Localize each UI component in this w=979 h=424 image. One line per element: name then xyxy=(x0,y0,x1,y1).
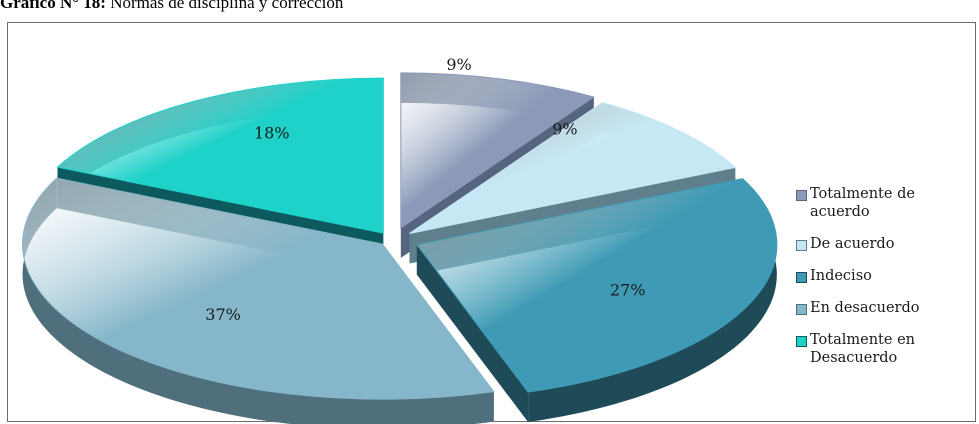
caption-prefix: Gráfico N° 18: xyxy=(0,0,106,12)
legend-item-de-acuerdo: De acuerdo xyxy=(796,235,976,253)
chart-caption: Gráfico N° 18: Normas de disciplina y co… xyxy=(0,0,343,14)
pie-slice-indeciso xyxy=(415,178,778,393)
slice-label-de-acuerdo: 9% xyxy=(552,119,577,138)
legend-item-indeciso: Indeciso xyxy=(796,267,976,285)
pie-slice-totalmente-de-acuerdo xyxy=(400,72,595,229)
legend-item-en-desacuerdo: En desacuerdo xyxy=(796,299,976,317)
legend-item-totalmente-de-acuerdo: Totalmente de acuerdo xyxy=(796,185,976,221)
slice-label-totalmente-de-acuerdo: 9% xyxy=(446,55,471,74)
slice-label-en-desacuerdo: 37% xyxy=(205,305,241,324)
legend-label-en-desacuerdo: En desacuerdo xyxy=(810,300,920,316)
legend-item-totalmente-en-desacuerdo: Totalmente en Desacuerdo xyxy=(796,331,976,367)
slice-label-indeciso: 27% xyxy=(610,280,646,299)
legend-swatch-totalmente-de-acuerdo xyxy=(796,190,807,201)
pie-slices xyxy=(21,72,778,400)
pie-slice-de-acuerdo xyxy=(409,102,737,234)
legend-label-indeciso: Indeciso xyxy=(810,268,872,284)
legend-swatch-indeciso xyxy=(796,272,807,283)
legend-swatch-de-acuerdo xyxy=(796,240,807,251)
slice-label-totalmente-en-desacuerdo: 18% xyxy=(254,124,290,143)
caption-text: Normas de disciplina y corrección xyxy=(105,0,344,12)
pie-slice-en-desacuerdo xyxy=(21,177,495,400)
legend-swatch-totalmente-en-desacuerdo xyxy=(796,336,807,347)
chart-legend: Totalmente de acuerdo De acuerdo Indeciso En… xyxy=(796,185,976,381)
legend-swatch-en-desacuerdo xyxy=(796,304,807,315)
legend-label-totalmente-de-acuerdo: Totalmente de acuerdo xyxy=(810,186,915,220)
legend-label-de-acuerdo: De acuerdo xyxy=(810,236,895,252)
pie-labels: 9% 9% 27% 37% 18% xyxy=(205,55,645,324)
legend-label-totalmente-en-desacuerdo: Totalmente en Desacuerdo xyxy=(810,332,915,366)
pie-slice-totalmente-en-desacuerdo xyxy=(56,77,384,234)
